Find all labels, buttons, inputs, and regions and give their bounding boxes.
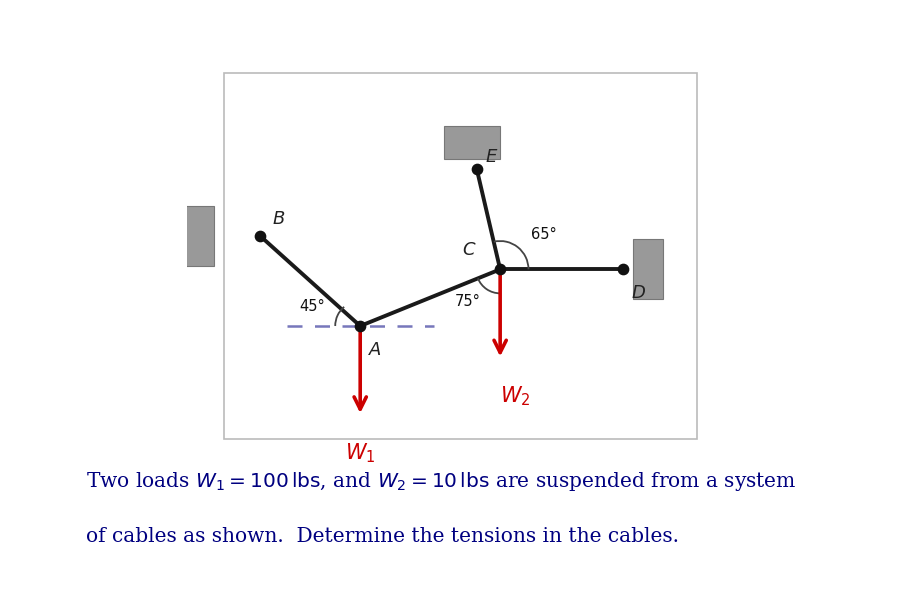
Point xyxy=(493,264,507,274)
Point xyxy=(616,264,630,274)
Text: 75°: 75° xyxy=(455,294,481,309)
Point xyxy=(470,165,484,174)
Text: $C$: $C$ xyxy=(463,241,477,259)
Text: Two loads $W_1 = 100\,\mathrm{lbs}$, and $W_2 = 10\,\mathrm{lbs}$ are suspended : Two loads $W_1 = 100\,\mathrm{lbs}$, and… xyxy=(86,469,796,493)
Bar xyxy=(444,126,500,159)
Text: of cables as shown.  Determine the tensions in the cables.: of cables as shown. Determine the tensio… xyxy=(86,526,679,546)
Text: $E$: $E$ xyxy=(485,148,498,166)
Text: $D$: $D$ xyxy=(631,284,647,302)
Text: 65°: 65° xyxy=(531,228,556,242)
Point xyxy=(253,231,268,241)
Point xyxy=(353,321,367,331)
Text: $A$: $A$ xyxy=(368,341,382,359)
Bar xyxy=(183,206,213,266)
Text: $B$: $B$ xyxy=(272,210,286,228)
Text: $W_2$: $W_2$ xyxy=(500,384,530,408)
Text: 45°: 45° xyxy=(299,299,325,315)
Bar xyxy=(633,239,663,299)
Bar xyxy=(224,73,697,439)
Text: $W_1$: $W_1$ xyxy=(345,441,375,465)
